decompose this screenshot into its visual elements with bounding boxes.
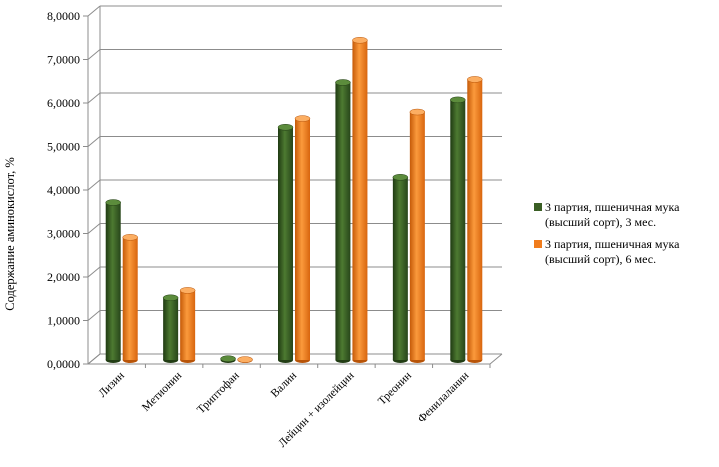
gridline-diagonal [87, 136, 101, 147]
y-tick-label: 1,0000 [47, 314, 80, 328]
bar [335, 79, 351, 363]
x-category-label: Фенилаланин [416, 370, 472, 426]
bar-top [277, 124, 294, 131]
y-tick-label: 3,0000 [47, 227, 80, 241]
bar-top [450, 96, 466, 104]
bars [105, 37, 483, 363]
y-tick-label: 8,0000 [47, 9, 80, 23]
bar-top [179, 287, 196, 294]
legend-swatch-orange [534, 240, 542, 248]
legend: 3 партия, пшеничная мука (высший сорт), … [534, 200, 719, 274]
gridline-diagonal [87, 49, 101, 60]
gridline-diagonal [87, 223, 101, 234]
bar [220, 355, 236, 363]
bar-body [467, 79, 483, 361]
gridline-diagonal [87, 266, 101, 278]
gridline-diagonal [87, 5, 101, 17]
y-tick-label: 7,0000 [47, 53, 80, 67]
bar-body [180, 290, 196, 360]
bar-top [105, 199, 121, 206]
bar [122, 234, 138, 363]
y-tick-label: 2,0000 [47, 270, 80, 284]
bar [467, 76, 483, 363]
legend-swatch-green [534, 203, 542, 211]
gridline-diagonal [87, 92, 101, 104]
bar [179, 287, 196, 363]
bar-body [105, 202, 121, 360]
bar-top [220, 355, 236, 362]
bar-body [335, 82, 351, 360]
legend-label-line2: (высший сорт), 6 мес. [545, 252, 657, 266]
bar [409, 108, 426, 363]
legend-label-line2: (высший сорт), 3 мес. [545, 215, 657, 229]
x-category-label: Треонин [376, 370, 414, 408]
axes [83, 6, 503, 368]
bar-body [295, 118, 310, 360]
bar-body [392, 177, 408, 360]
y-axis-title: Содержание аминокислот, % [3, 157, 17, 311]
bar-top [409, 108, 426, 116]
bar-top [467, 76, 483, 83]
bar [105, 199, 121, 363]
bar [392, 174, 409, 363]
bar-body [450, 99, 466, 361]
x-category-label: Метионин [140, 370, 184, 414]
bar [352, 37, 368, 363]
bar-body [122, 237, 138, 360]
bar-top [237, 356, 253, 363]
bar [450, 96, 466, 363]
legend-item-3-months: 3 партия, пшеничная мука (высший сорт), … [534, 200, 719, 230]
gridline-diagonal [87, 179, 101, 191]
bar-body [278, 127, 293, 361]
bar [162, 294, 179, 363]
y-tick-label: 6,0000 [47, 96, 80, 110]
gridline-diagonal [87, 310, 101, 321]
legend-label-line1: 3 партия, пшеничная мука [545, 237, 680, 251]
bar [294, 115, 311, 363]
bar [277, 124, 294, 363]
legend-item-6-months: 3 партия, пшеничная мука (высший сорт), … [534, 237, 719, 267]
x-category-label: Триптофан [195, 370, 242, 417]
y-tick-label: 0,0000 [47, 357, 80, 371]
bar-top [162, 294, 179, 302]
bar [237, 356, 253, 363]
bar-top [335, 79, 351, 86]
floor-left-edge [87, 353, 101, 365]
x-category-label: Лизин [97, 370, 127, 400]
bar-body [409, 112, 425, 360]
bar-top [294, 115, 311, 122]
y-tick-label: 5,0000 [47, 140, 80, 154]
x-category-label: Валин [269, 370, 299, 400]
bar-top [392, 174, 409, 181]
bar-top [122, 234, 138, 241]
bar-top [352, 37, 368, 44]
bar-body [352, 40, 368, 361]
y-tick-label: 4,0000 [47, 183, 80, 197]
floor-right-edge [489, 353, 503, 365]
bar-body [163, 297, 179, 360]
legend-label-line1: 3 партия, пшеничная мука [545, 200, 680, 214]
